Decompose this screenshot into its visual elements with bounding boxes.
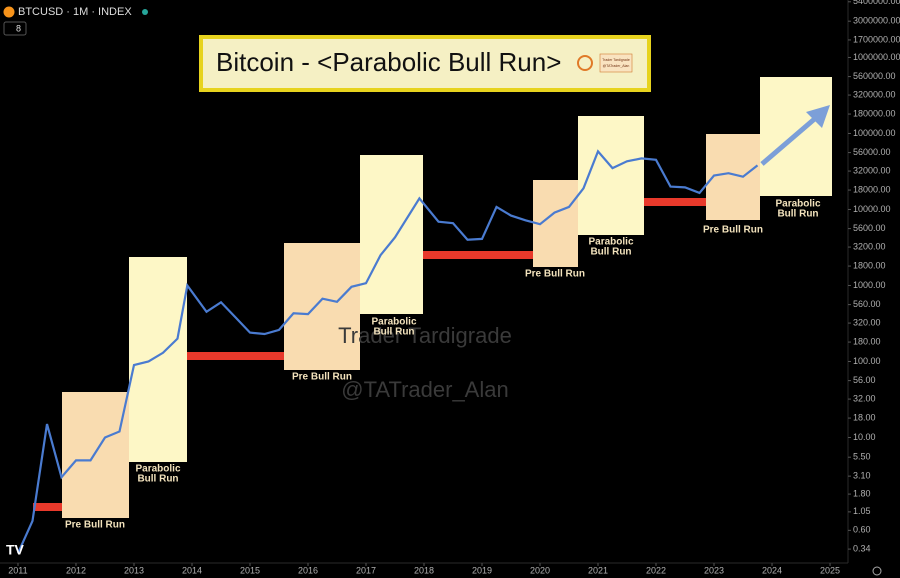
logo-text: Trader Tardigrade: [602, 58, 630, 62]
badge: 8: [16, 23, 21, 33]
x-tick-label: 2018: [414, 565, 434, 575]
price-line: [16, 149, 759, 554]
y-tick-label: 32000.00: [853, 165, 891, 175]
annotation-label: Parabolic: [371, 317, 416, 328]
annotation-label: Bull Run: [777, 209, 818, 220]
annotation-label: Pre Bull Run: [65, 520, 125, 531]
x-tick-label: 2023: [704, 565, 724, 575]
x-tick-label: 2015: [240, 565, 260, 575]
logo-text: @TATrader_Alan: [603, 64, 630, 68]
y-tick-label: 1700000.00: [853, 34, 900, 44]
symbol: BTCUSD · 1M · INDEX: [18, 6, 132, 18]
y-tick-label: 18.00: [853, 412, 876, 422]
logo-box: [599, 53, 633, 73]
annotation-boxes: [33, 77, 832, 518]
y-tick-label: 320.00: [853, 317, 881, 327]
y-tick-label: 5400000.00: [853, 0, 900, 6]
plot: [16, 149, 759, 554]
x-tick-label: 2021: [588, 565, 608, 575]
x-tick-label: 2016: [298, 565, 318, 575]
logo-icon: [577, 55, 593, 71]
y-tick-label: 560.00: [853, 299, 881, 309]
x-tick-label: 2012: [66, 565, 86, 575]
x-tick-label: 2017: [356, 565, 376, 575]
x-tick-label: 2024: [762, 565, 782, 575]
parabolic-box: [360, 155, 423, 314]
y-tick-label: 56000.00: [853, 147, 891, 157]
y-tick-label: 18000.00: [853, 184, 891, 194]
annotation-label: Parabolic: [775, 199, 820, 210]
y-tick-label: 0.60: [853, 525, 871, 535]
x-tick-label: 2020: [530, 565, 550, 575]
bear-bar: [423, 251, 533, 259]
bear-bar: [187, 352, 284, 360]
title-box: [199, 35, 651, 92]
bear-bar: [33, 503, 62, 511]
y-tick-label: 10000.00: [853, 204, 891, 214]
y-tick-label: 10.00: [853, 432, 876, 442]
settings-icon: [872, 566, 882, 576]
y-tick-label: 5.50: [853, 452, 871, 462]
y-tick-label: 1800.00: [853, 260, 886, 270]
y-tick-label: 1000000.00: [853, 52, 900, 62]
x-tick-label: 2013: [124, 565, 144, 575]
x-tick-label: 2025: [820, 565, 840, 575]
y-tick-label: 560000.00: [853, 71, 896, 81]
annotation-label: Parabolic: [135, 464, 180, 475]
y-tick-label: 3200.00: [853, 241, 886, 251]
arrow: [760, 105, 830, 166]
watermark: Trader Tardigrade: [338, 323, 512, 348]
x-tick-label: 2019: [472, 565, 492, 575]
y-tick-label: 1000.00: [853, 280, 886, 290]
annotation-label: Pre Bull Run: [703, 225, 763, 236]
annotation-label: Parabolic: [588, 237, 633, 248]
arrow-head: [806, 105, 830, 128]
badge-box: [3, 21, 27, 36]
y-tick-label: 320000.00: [853, 89, 896, 99]
y-tick-label: 1.05: [853, 506, 871, 516]
y-tick-label: 1.80: [853, 488, 871, 498]
symbol-icon: [3, 6, 15, 18]
y-tick-label: 3000000.00: [853, 16, 900, 26]
x-tick-label: 2022: [646, 565, 666, 575]
pre-bull-box: [706, 134, 760, 220]
watermark: @TATrader_Alan: [341, 377, 508, 402]
annotation-label: Bull Run: [590, 247, 631, 258]
y-tick-label: 100000.00: [853, 128, 896, 138]
x-tick-label: 2014: [182, 565, 202, 575]
y-tick-label: 180.00: [853, 336, 881, 346]
annotation-label: Bull Run: [373, 327, 414, 338]
status-dot: [142, 9, 148, 15]
annotation-label: Bull Run: [137, 474, 178, 485]
y-tick-label: 0.34: [853, 543, 871, 553]
y-tick-label: 100.00: [853, 356, 881, 366]
y-tick-label: 56.00: [853, 375, 876, 385]
x-tick-label: 2011: [8, 565, 27, 575]
y-tick-label: 3.10: [853, 471, 871, 481]
bear-bar: [644, 198, 706, 206]
annotation-label: Pre Bull Run: [292, 372, 352, 383]
pre-bull-box: [284, 243, 360, 370]
y-tick-label: 32.00: [853, 393, 876, 403]
chart-title: Bitcoin - <Parabolic Bull Run>: [216, 47, 561, 77]
y-tick-label: 5600.00: [853, 223, 886, 233]
parabolic-box: [129, 257, 187, 462]
pre-bull-box: [62, 392, 129, 518]
annotation-label: Pre Bull Run: [525, 269, 585, 280]
arrow-shaft: [760, 114, 820, 166]
y-tick-label: 180000.00: [853, 108, 896, 118]
tv-logo: TV: [6, 542, 25, 558]
